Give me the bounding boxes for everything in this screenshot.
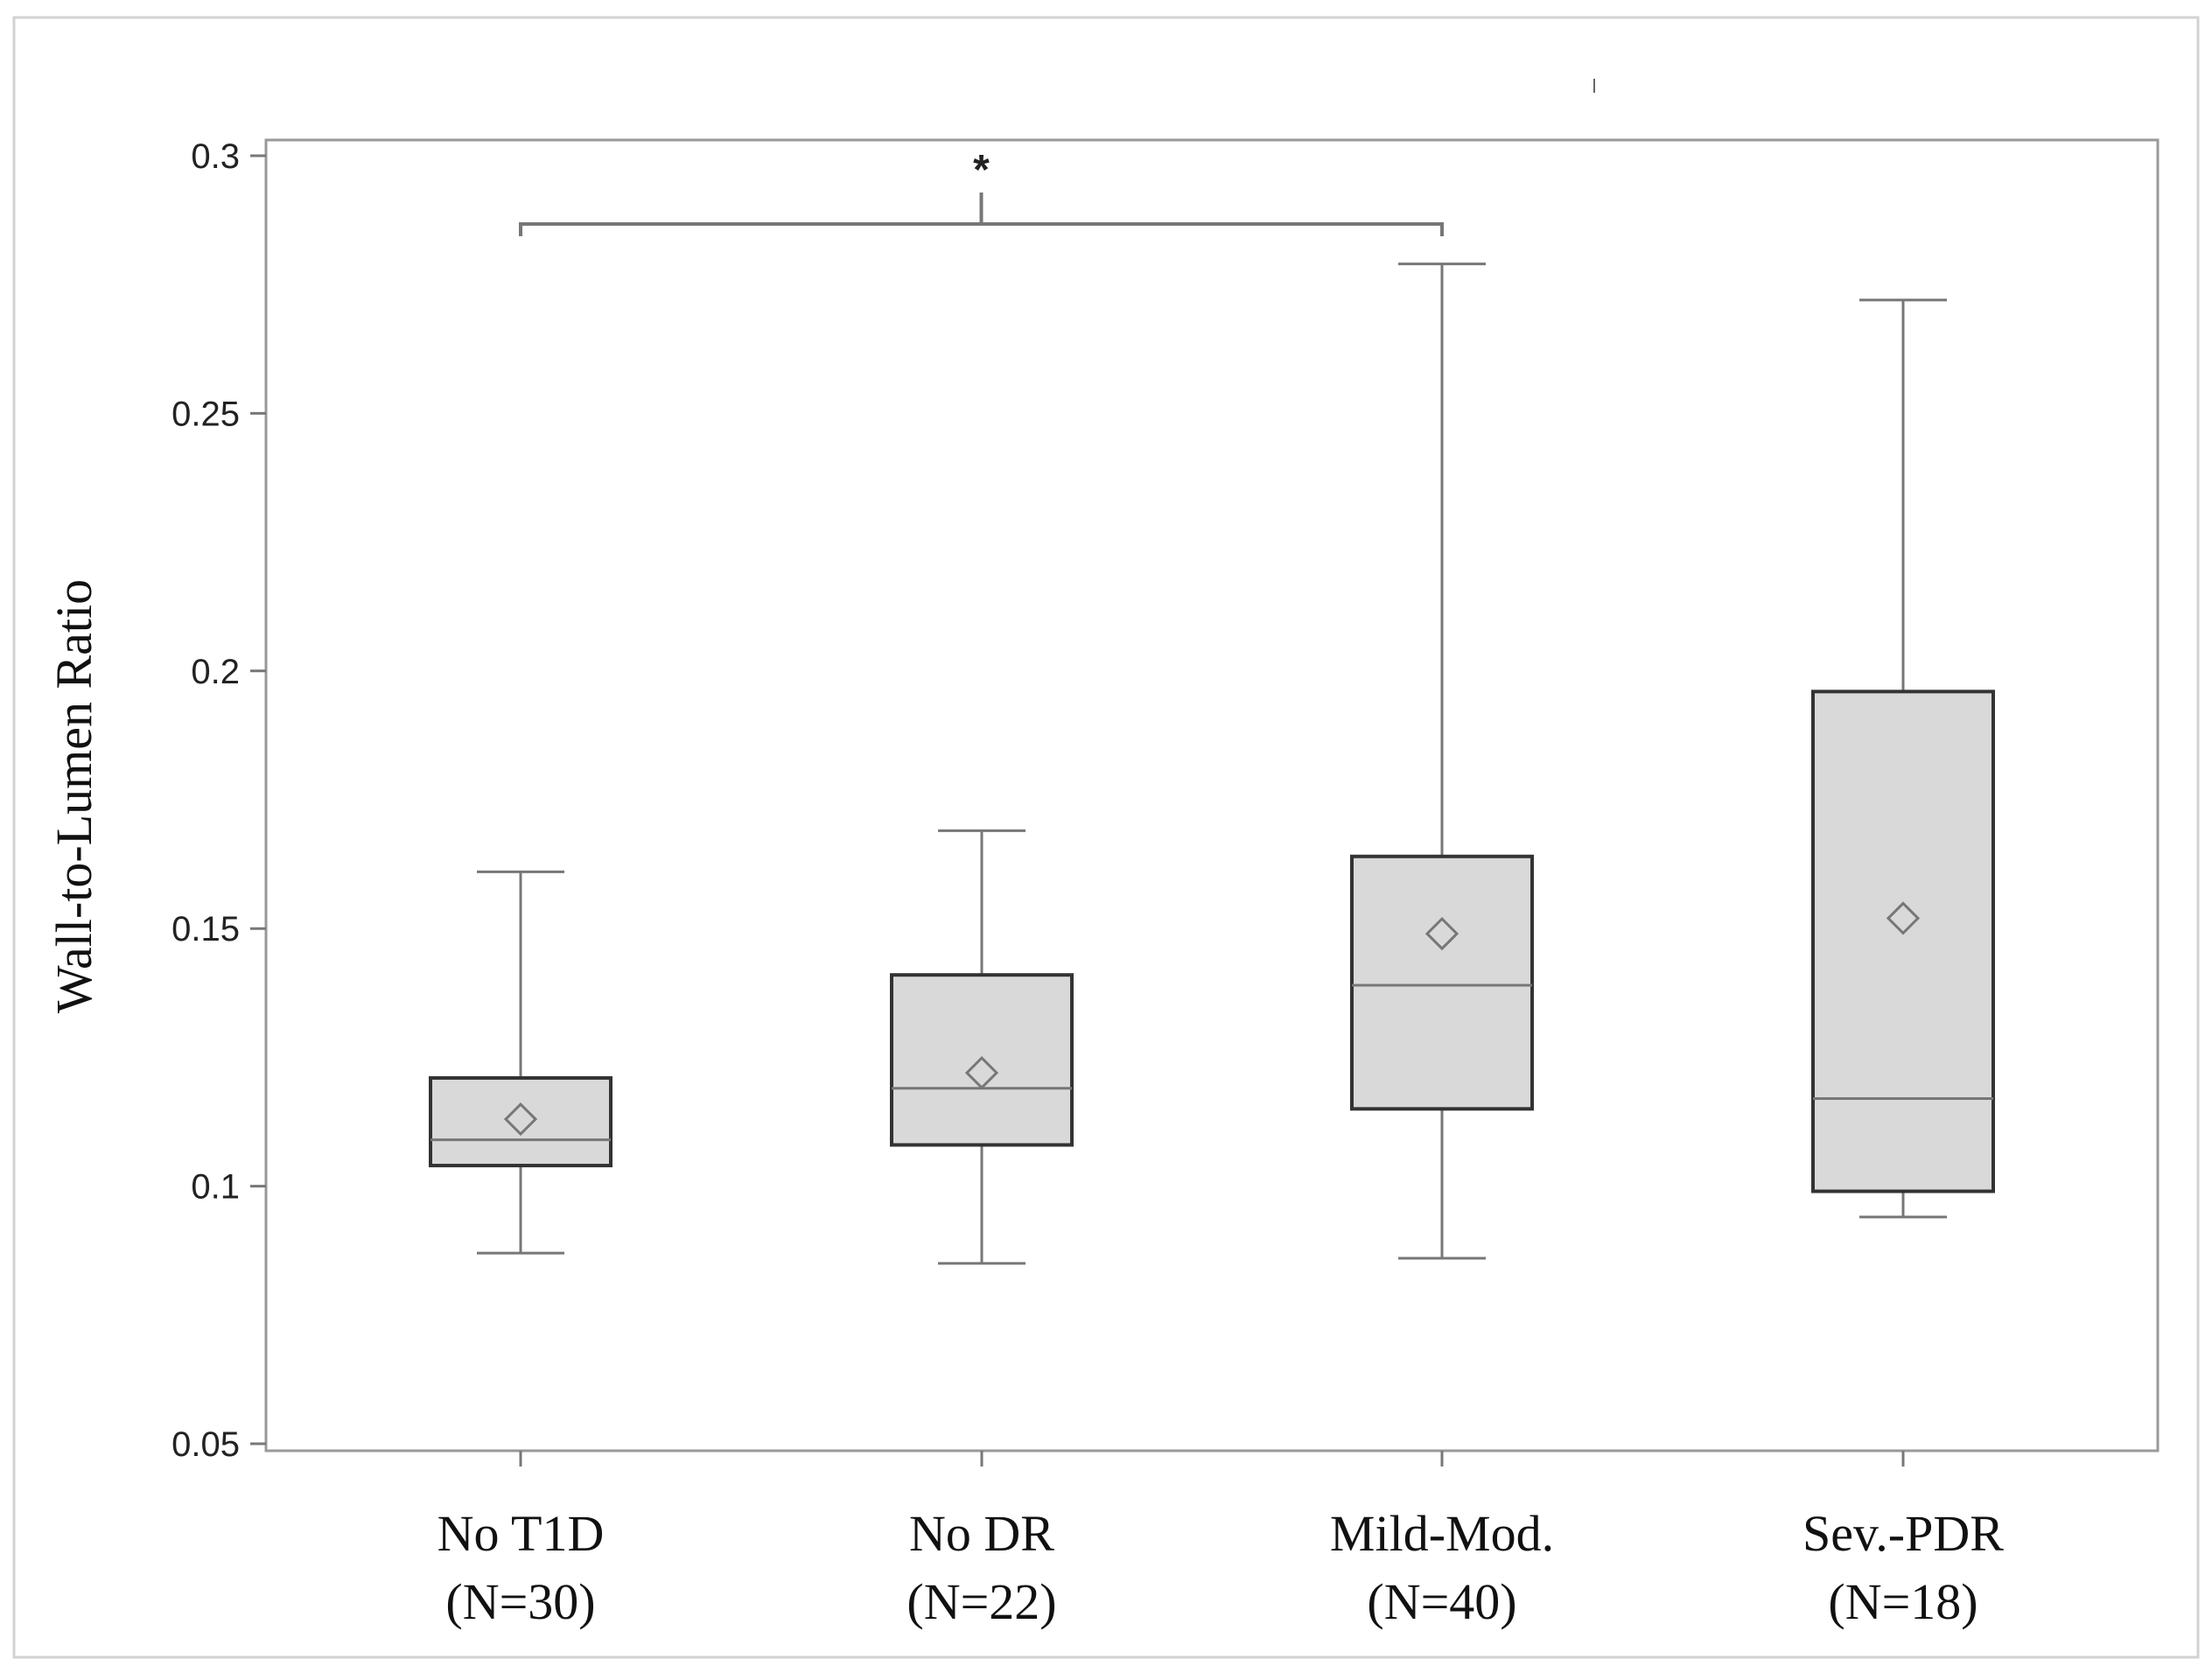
y-tick-label: 0.2 (191, 653, 240, 691)
iqr-box (890, 973, 1074, 1147)
y-axis-label: Wall-to-Lumen Ratio (46, 579, 102, 1013)
x-category-sample-size: (N=18) (1828, 1573, 1978, 1630)
mean-marker (964, 1055, 999, 1090)
x-category-sample-size: (N=22) (906, 1573, 1056, 1630)
mean-marker (1424, 916, 1460, 951)
y-tick-label: 0.15 (172, 910, 240, 948)
iqr-box (429, 1075, 612, 1168)
iqr-box (1811, 690, 1995, 1194)
box-group-mild-mod (1350, 262, 1534, 1260)
box-group-sev-pdr (1811, 298, 1995, 1219)
x-category-label: Mild-Mod. (1330, 1505, 1554, 1562)
x-category-label: No T1D (438, 1505, 605, 1562)
y-tick-label: 0.1 (191, 1168, 240, 1207)
x-axis: No T1D (N=30) No DR (N=22) Mild-Mod. (N=40) Se… (438, 1451, 2004, 1630)
y-tick-label: 0.05 (172, 1425, 240, 1464)
x-category-sample-size: (N=40) (1367, 1573, 1516, 1630)
x-category-label: Sev.-PDR (1802, 1505, 2004, 1562)
y-tick-label: 0.3 (191, 137, 240, 176)
x-category-label: No DR (909, 1505, 1054, 1562)
y-tick-label: 0.25 (172, 395, 240, 433)
iqr-box (1350, 854, 1534, 1111)
mean-marker (1886, 901, 1921, 935)
x-category-sample-size: (N=30) (445, 1573, 595, 1630)
significance-annotations: * (519, 147, 1444, 236)
plot-area-frame (264, 138, 2160, 1452)
box-group-no-t1d (429, 870, 612, 1255)
y-axis: 0.05 0.1 0.15 0.2 0.25 0.3 (172, 137, 266, 1464)
box-group-no-dr (890, 829, 1074, 1265)
significance-label: * (973, 147, 990, 193)
box-plot-series (429, 262, 1995, 1265)
mean-marker (503, 1102, 538, 1137)
